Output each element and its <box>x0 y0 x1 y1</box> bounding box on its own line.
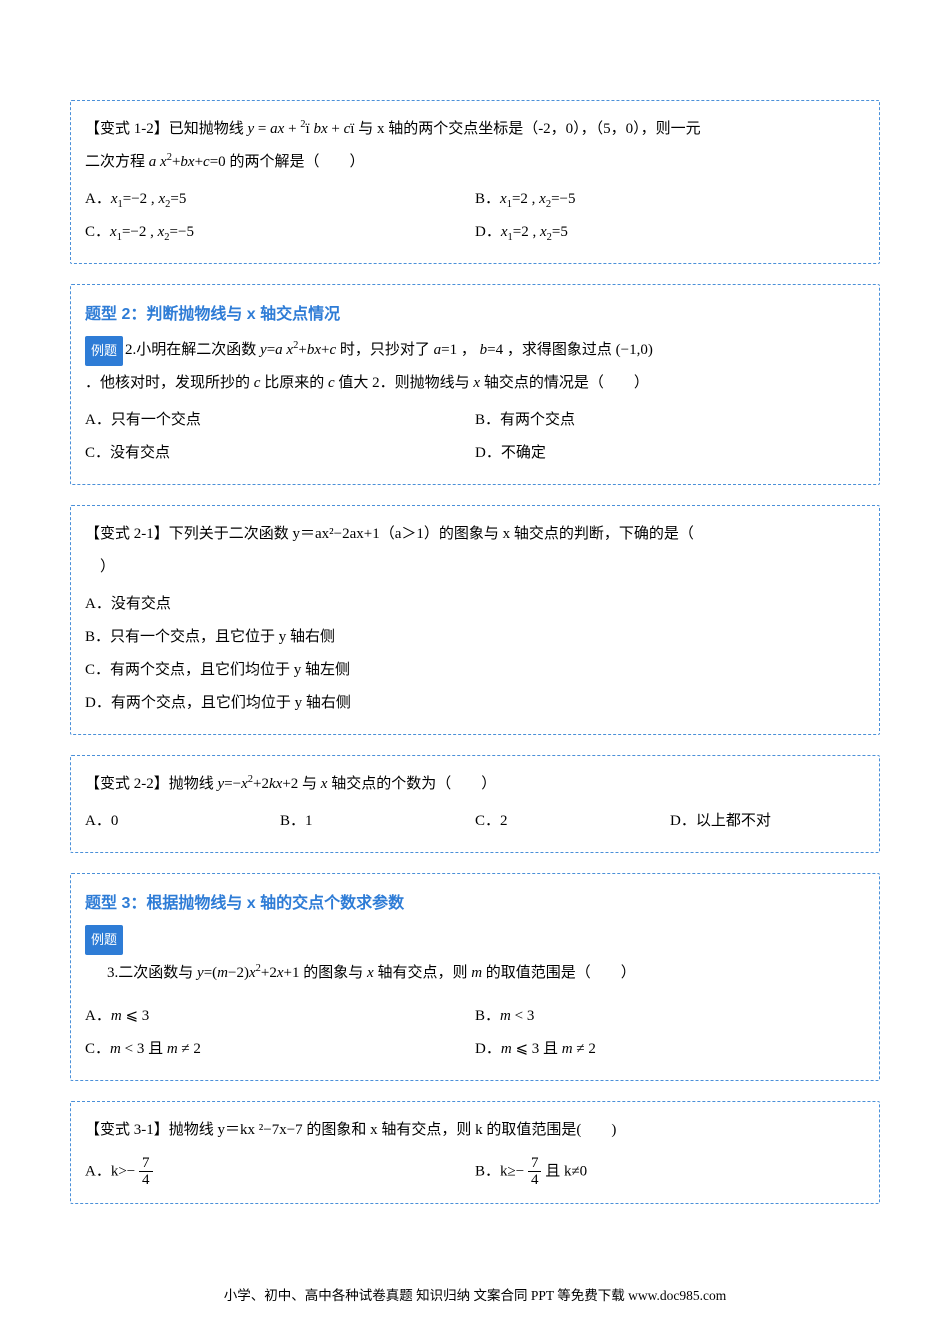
options: A．x1=−2 , x2=5 B．x1=2 , x2=−5 C．x1=−2 , … <box>85 183 865 249</box>
page: 【变式 1-2】已知抛物线 y = ax + 2ï bx + cï 与 x 轴的… <box>0 0 950 1344</box>
question-line-1: 【变式 2-1】下列关于二次函数 y＝ax²−2ax+1（a＞1）的图象与 x … <box>85 518 865 551</box>
problem-box-variant-3-1: 【变式 3-1】抛物线 y＝kx ²−7x−7 的图象和 x 轴有交点，则 k … <box>70 1101 880 1204</box>
question-line-2: 二次方程 a x2+bx+c=0 的两个解是（ ） <box>85 146 865 179</box>
option-d: D．m ⩽ 3 且 m ≠ 2 <box>475 1033 865 1066</box>
problem-box-variant-2-2: 【变式 2-2】抛物线 y=−x2+2kx+2 与 x 轴交点的个数为（ ） A… <box>70 755 880 853</box>
option-c: C．2 <box>475 805 670 838</box>
equation-1: y = ax + 2ï bx + cï <box>248 121 355 137</box>
question-line: 例题 3.二次函数与 y=(m−2)x2+2x+1 的图象与 x 轴有交点，则 … <box>85 924 865 990</box>
q-num: 3. <box>107 965 118 981</box>
option-a: A．0 <box>85 805 280 838</box>
q-num: 2. <box>125 342 136 358</box>
option-b: B．有两个交点 <box>475 404 865 437</box>
question-line-2: ） <box>85 551 865 584</box>
problem-box-type-3: 题型 3：根据抛物线与 x 轴的交点个数求参数 例题 3.二次函数与 y=(m−… <box>70 873 880 1080</box>
variant-label: 【变式 1-2】已知抛物线 <box>85 121 248 137</box>
option-d: D．x1=2 , x2=5 <box>475 216 865 249</box>
option-d: D．有两个交点，且它们均位于 y 轴右侧 <box>85 687 865 720</box>
problem-box-variant-1-2: 【变式 1-2】已知抛物线 y = ax + 2ï bx + cï 与 x 轴的… <box>70 100 880 264</box>
option-a: A．没有交点 <box>85 588 865 621</box>
problem-box-type-2: 题型 2：判断抛物线与 x 轴交点情况 例题2.小明在解二次函数 y=a x2+… <box>70 284 880 485</box>
option-b: B．k≥− 7 4 且 k≠0 <box>475 1155 865 1189</box>
question-line: 【变式 3-1】抛物线 y＝kx ²−7x−7 的图象和 x 轴有交点，则 k … <box>85 1114 865 1147</box>
option-a: A．m ⩽ 3 <box>85 1000 475 1033</box>
problem-box-variant-2-1: 【变式 2-1】下列关于二次函数 y＝ax²−2ax+1（a＞1）的图象与 x … <box>70 505 880 735</box>
option-a: A．k>− 7 4 <box>85 1155 475 1189</box>
options: A．没有交点 B．只有一个交点，且它位于 y 轴右侧 C．有两个交点，且它们均位… <box>85 588 865 720</box>
question-line-2: ．他核对时，发现所抄的 c 比原来的 c 值大 2．则抛物线与 x 轴交点的情况… <box>85 367 865 400</box>
option-b: B．x1=2 , x2=−5 <box>475 183 865 216</box>
options: A．m ⩽ 3 B．m < 3 C．m < 3 且 m ≠ 2 D．m ⩽ 3 … <box>85 1000 865 1066</box>
options: A．k>− 7 4 B．k≥− 7 4 且 k≠0 <box>85 1155 865 1189</box>
question-line: 【变式 2-2】抛物线 y=−x2+2kx+2 与 x 轴交点的个数为（ ） <box>85 768 865 801</box>
option-c: C．有两个交点，且它们均位于 y 轴左侧 <box>85 654 865 687</box>
option-b: B．只有一个交点，且它位于 y 轴右侧 <box>85 621 865 654</box>
option-d: D．不确定 <box>475 437 865 470</box>
options: A．0 B．1 C．2 D．以上都不对 <box>85 805 865 838</box>
question-line-1: 例题2.小明在解二次函数 y=a x2+bx+c 时，只抄对了 a=1 ， b=… <box>85 334 865 367</box>
option-b: B．1 <box>280 805 475 838</box>
option-c: C．m < 3 且 m ≠ 2 <box>85 1033 475 1066</box>
example-tag: 例题 <box>85 925 123 956</box>
options: A．只有一个交点 B．有两个交点 C．没有交点 D．不确定 <box>85 404 865 470</box>
section-title-3: 题型 3：根据抛物线与 x 轴的交点个数求参数 <box>85 886 865 921</box>
text-mid: 与 x 轴的两个交点坐标是（-2，0），（5，0），则一元 <box>358 121 701 137</box>
fraction-7-4: 7 4 <box>139 1155 153 1189</box>
option-a: A．只有一个交点 <box>85 404 475 437</box>
option-d: D．以上都不对 <box>670 805 865 838</box>
equation-2: a x2+bx+c=0 <box>149 154 226 170</box>
option-c: C．x1=−2 , x2=−5 <box>85 216 475 249</box>
option-a: A．x1=−2 , x2=5 <box>85 183 475 216</box>
section-title-2: 题型 2：判断抛物线与 x 轴交点情况 <box>85 297 865 332</box>
fraction-7-4: 7 4 <box>528 1155 542 1189</box>
option-c: C．没有交点 <box>85 437 475 470</box>
footer-text: 小学、初中、高中各种试卷真题 知识归纳 文案合同 PPT 等免费下载 www.d… <box>70 1284 880 1304</box>
question-line-1: 【变式 1-2】已知抛物线 y = ax + 2ï bx + cï 与 x 轴的… <box>85 113 865 146</box>
option-b: B．m < 3 <box>475 1000 865 1033</box>
example-tag: 例题 <box>85 336 123 367</box>
